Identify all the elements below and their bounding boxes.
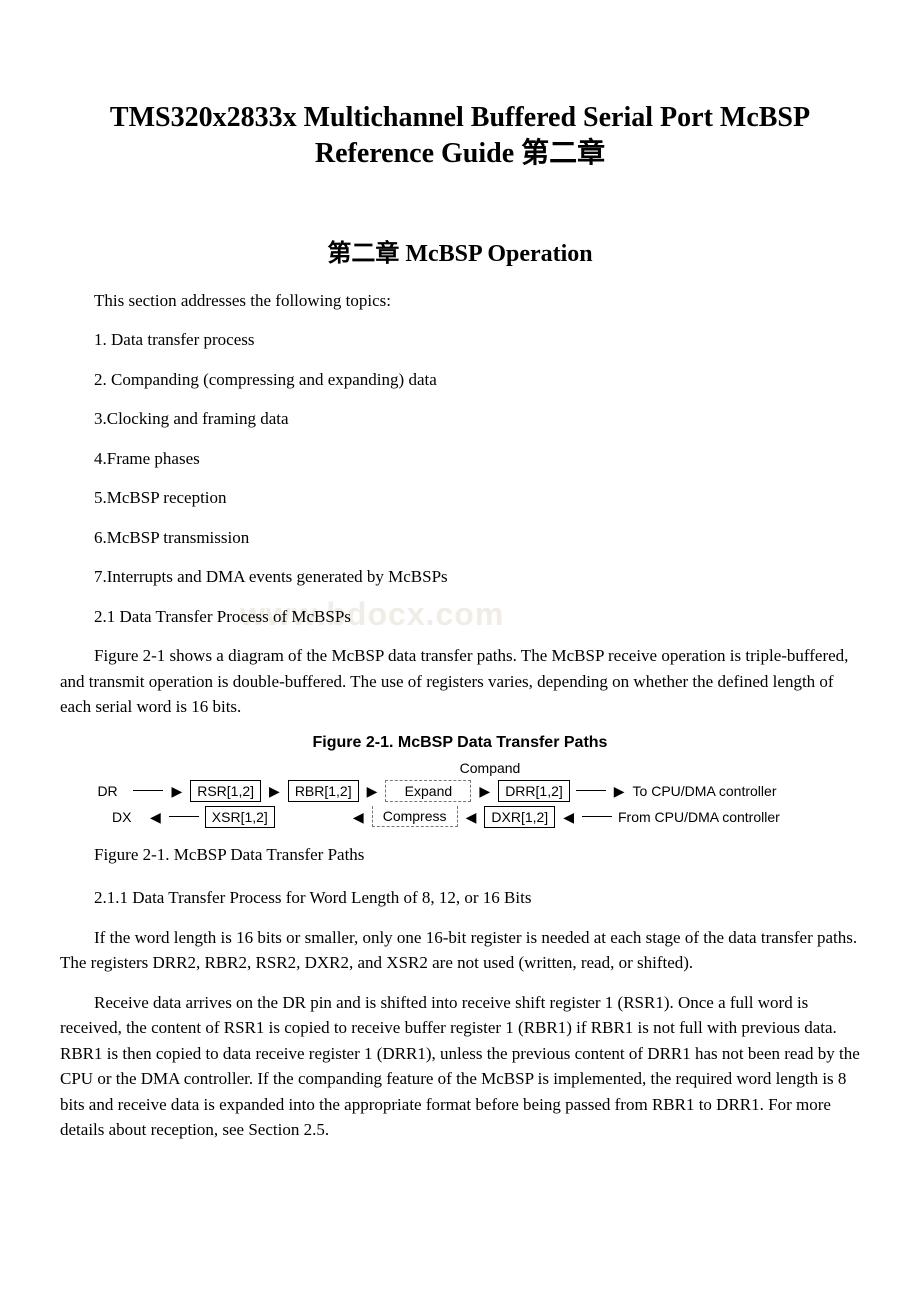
page: TMS320x2833x Multichannel Buffered Seria… [0, 0, 920, 1217]
box-drr: DRR[1,2] [498, 780, 570, 802]
box-xsr: XSR[1,2] [205, 806, 275, 828]
heading-2-1: 2.1 Data Transfer Process of McBSPs [60, 604, 860, 630]
intro-paragraph: This section addresses the following top… [60, 288, 860, 314]
figure-caption-below: Figure 2-1. McBSP Data Transfer Paths [60, 842, 860, 868]
topic-1: 1. Data transfer process [60, 327, 860, 353]
dr-label: DR [97, 783, 127, 799]
section-heading: 第二章 McBSP Operation [60, 233, 860, 268]
arrow-right-icon: ▶ [365, 784, 380, 798]
from-cpu-label: From CPU/DMA controller [618, 809, 808, 825]
arrow-left-icon: ◀ [464, 810, 479, 824]
title-line-1: TMS320x2833x Multichannel Buffered Seria… [110, 102, 810, 133]
arrow-right-icon: ▶ [477, 784, 492, 798]
to-cpu-label: To CPU/DMA controller [633, 783, 823, 799]
heading-2-1-1: 2.1.1 Data Transfer Process for Word Len… [60, 885, 860, 911]
topic-3: 3.Clocking and framing data [60, 406, 860, 432]
box-dxr: DXR[1,2] [484, 806, 555, 828]
diagram-row-dr: DR ▶ RSR[1,2] ▶ RBR[1,2] ▶ Expand ▶ DRR[… [97, 780, 822, 802]
line [576, 790, 606, 791]
main-title: TMS320x2833x Multichannel Buffered Seria… [60, 100, 860, 173]
topic-6: 6.McBSP transmission [60, 525, 860, 551]
topic-7: 7.Interrupts and DMA events generated by… [60, 564, 860, 590]
line [133, 790, 163, 791]
paragraph-2-1-1b: Receive data arrives on the DR pin and i… [60, 990, 860, 1143]
figure-2-1: Figure 2-1. McBSP Data Transfer Paths Co… [60, 734, 860, 868]
expand-cell: Expand [385, 780, 471, 802]
line [582, 816, 612, 817]
diagram-row-dx: DX ◀ XSR[1,2] ◀ Compress ◀ DXR[1,2] ◀ Fr… [112, 806, 808, 828]
arrow-right-icon: ▶ [169, 784, 184, 798]
topic-5: 5.McBSP reception [60, 485, 860, 511]
compand-column: Compress [372, 806, 458, 827]
compress-cell: Compress [372, 806, 458, 827]
topic-4: 4.Frame phases [60, 446, 860, 472]
box-rsr: RSR[1,2] [190, 780, 261, 802]
arrow-left-icon: ◀ [148, 810, 163, 824]
compand-column: Expand [385, 780, 471, 802]
dx-label: DX [112, 809, 142, 825]
paragraph-2-1-1a: If the word length is 16 bits or smaller… [60, 925, 860, 976]
topic-2: 2. Companding (compressing and expanding… [60, 367, 860, 393]
arrow-right-icon: ▶ [267, 784, 282, 798]
line [169, 816, 199, 817]
paragraph-2-1: Figure 2-1 shows a diagram of the McBSP … [60, 643, 860, 720]
arrow-right-icon: ▶ [612, 784, 627, 798]
compand-label: Compand [460, 760, 521, 776]
title-line-2: Reference Guide 第二章 [315, 138, 605, 169]
arrow-left-icon: ◀ [561, 810, 576, 824]
figure-title: Figure 2-1. McBSP Data Transfer Paths [60, 734, 860, 752]
diagram-body: Compand DR ▶ RSR[1,2] ▶ RBR[1,2] ▶ Expan… [60, 760, 860, 830]
arrow-left-icon: ◀ [351, 810, 366, 824]
box-rbr: RBR[1,2] [288, 780, 359, 802]
watermark-container: www.bdocx.com 2.1 Data Transfer Process … [60, 604, 860, 630]
